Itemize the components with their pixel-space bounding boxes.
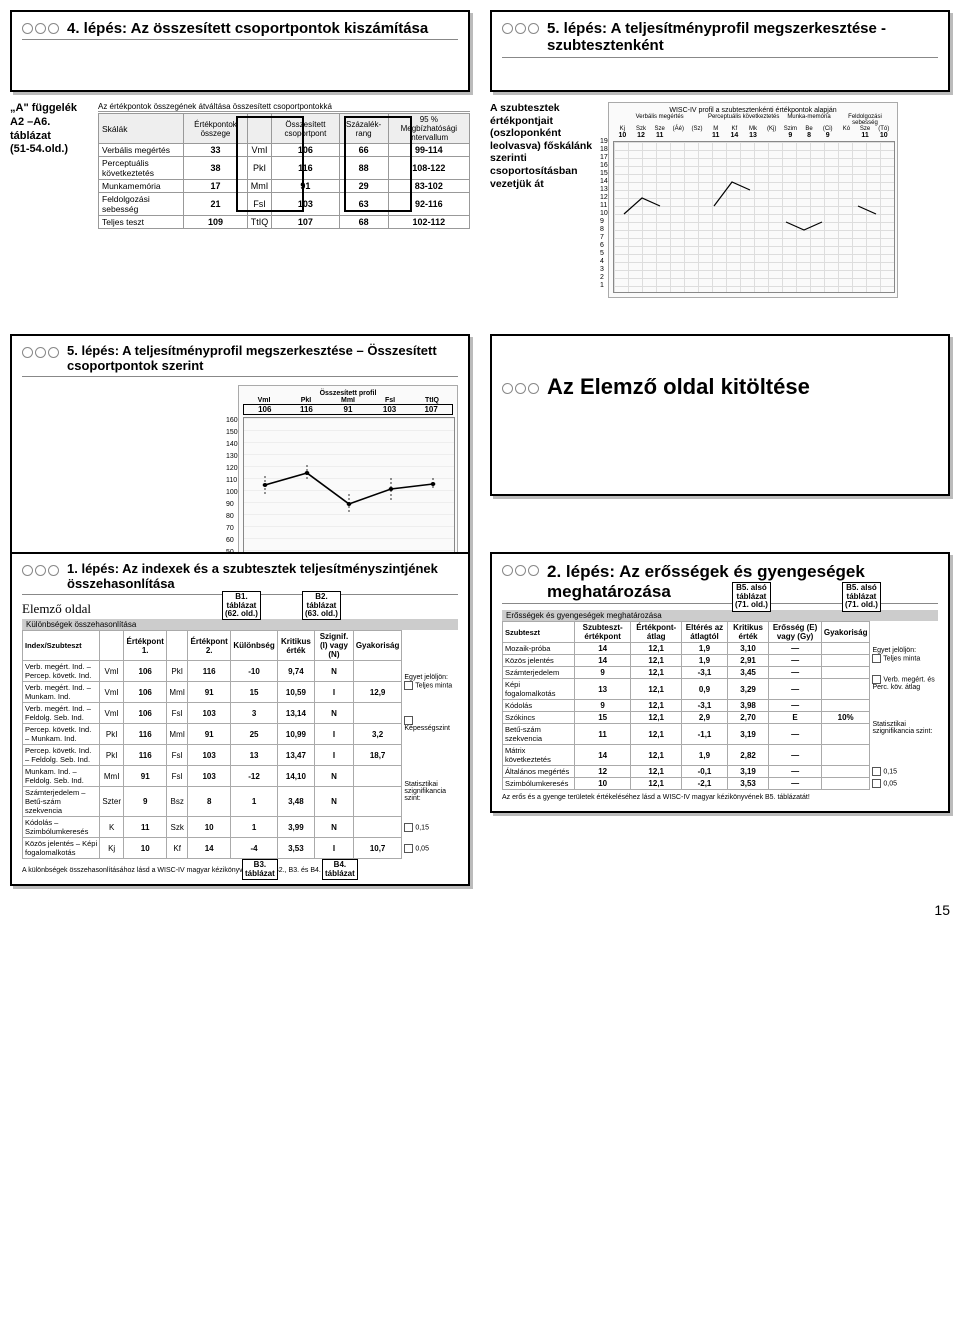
step1-table: Index/Szubteszt Értékpont 1. Értékpont 2… [22, 630, 458, 859]
step4-title: 4. lépés: Az összesített csoportpontok k… [67, 20, 428, 37]
step2-card: 2. lépés: Az erősségek és gyengeségek me… [490, 552, 950, 813]
bullet-dots [22, 344, 59, 358]
b5a-tag: B5. alsó táblázat (71. old.) [732, 582, 771, 611]
bullet-dots [502, 380, 539, 394]
bullet-dots [22, 562, 59, 576]
step4-table-caption: Az értékpontok összegének átváltása össz… [98, 102, 470, 112]
page-number: 15 [10, 902, 950, 918]
step4-card: 4. lépés: Az összesített csoportpontok k… [10, 10, 470, 92]
step2-footer: Az erős és a gyenge területek értékelésé… [502, 794, 938, 801]
bullet-dots [502, 562, 539, 576]
step5b-card: 5. lépés: A teljesítményprofil megszerke… [10, 334, 470, 586]
b1-tag: B1. táblázat (62. old.) [222, 591, 261, 620]
step1-footer: A különbségek összehasonlításához lásd a… [22, 867, 458, 874]
b4-tag: B4. táblázat [322, 859, 358, 880]
step5b-chart: Összesített profil VmIPkIMmIFsITtIQ 1061… [238, 385, 458, 574]
step1-title: 1. lépés: Az indexek és a szubtesztek te… [67, 562, 458, 592]
step5a-chart: WISC-IV profil a szubtesztenkénti értékp… [608, 102, 898, 298]
step5a-title: 5. lépés: A teljesítményprofil megszerke… [547, 20, 938, 55]
step5b-title: 5. lépés: A teljesítményprofil megszerke… [67, 344, 458, 374]
step5a-card: 5. lépés: A teljesítményprofil megszerke… [490, 10, 950, 92]
analyze-card: Az Elemző oldal kitöltése [490, 334, 950, 496]
step5a-note: A szubtesztek értékpontjait (oszloponkén… [490, 102, 600, 190]
step2-table: Szubteszt Szubteszt-értékpont Értékpont-… [502, 621, 938, 790]
bullet-dots [22, 20, 59, 34]
bullet-dots [502, 20, 539, 34]
analyze-title: Az Elemző oldal kitöltése [547, 374, 810, 399]
appendix-note: „A" függelék A2 –A6. táblázat (51-54.old… [10, 102, 88, 157]
b5b-tag: B5. alsó táblázat (71. old.) [842, 582, 881, 611]
b3-tag: B3. táblázat [242, 859, 278, 880]
b2-tag: B2. táblázat (63. old.) [302, 591, 341, 620]
step1-card: 1. lépés: Az indexek és a szubtesztek te… [10, 552, 470, 886]
